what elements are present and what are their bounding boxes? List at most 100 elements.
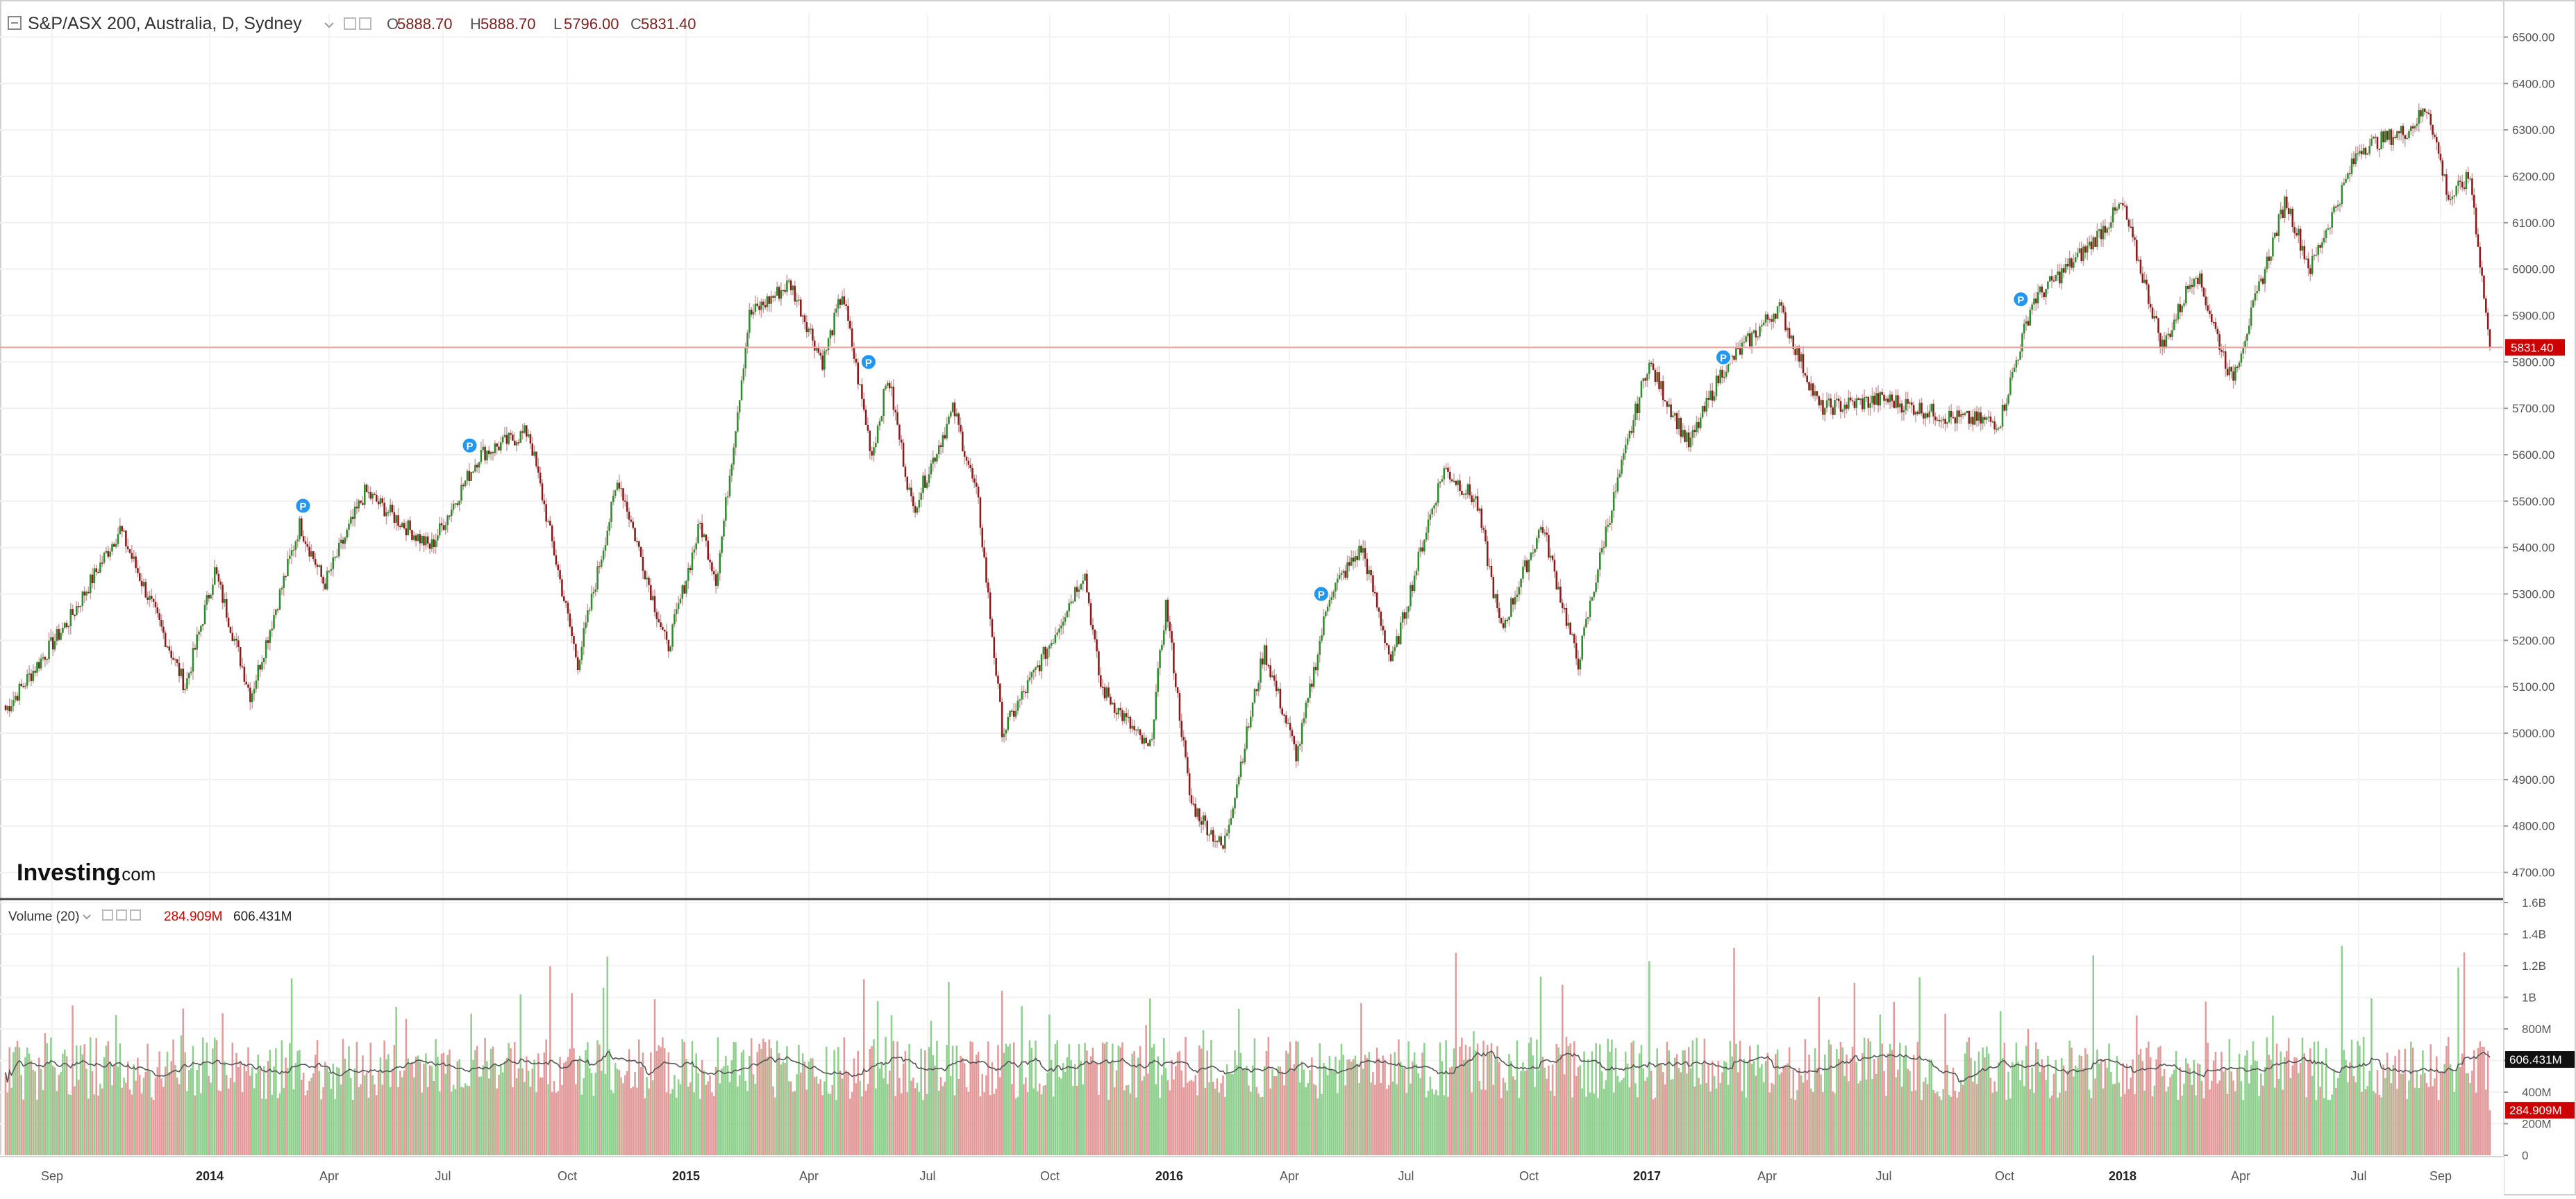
volume-bar-down [1176,1052,1179,1155]
event-marker-label: P [1720,353,1727,364]
candle-up [1358,546,1360,560]
volume-bar-down [1275,1076,1278,1155]
candle-up [1607,524,1609,527]
candle-up [338,542,340,557]
candle-down [1387,645,1390,655]
event-marker-circle[interactable] [461,437,478,454]
volume-bar-down [529,1087,532,1155]
volume-bar-up [1648,961,1650,1155]
candle-up [1462,493,1465,495]
candle-down [1212,830,1214,842]
volume-bar-up [880,1063,883,1155]
candle-down [1652,363,1655,370]
volume-last-tag: 284.909M [2509,1104,2562,1117]
volume-bar-up [810,1058,812,1155]
volume-bar-down [383,1040,385,1155]
chevron-down-icon[interactable] [324,22,334,28]
candle-down [1293,736,1296,745]
event-marker-circle[interactable] [1312,585,1330,603]
candle-down [2232,371,2234,381]
volume-bar-up [2055,1059,2057,1155]
volume-bar-down [551,1092,553,1155]
candle-up [76,606,78,616]
event-marker-circle[interactable] [2012,291,2030,308]
candle-up [2272,237,2274,257]
candle-up [81,592,84,606]
volume-bar-up [1638,1053,1641,1155]
time-axis[interactable]: Sep 2014 Apr Jul Oct 2015 Apr Jul Oct 2016 Apr Jul O… [41,1169,2452,1183]
price-legend[interactable]: S&P/ASX 200, Australia, D, Sydney O5888.7… [8,14,696,33]
event-markers[interactable]: P P P P P P [294,291,2030,603]
candle-up [1715,376,1718,396]
candle-down [1471,495,1473,503]
volume-bar-down [910,1080,912,1155]
volume-bar-up [740,1052,743,1155]
candle-up [583,628,585,647]
candle-down [1577,658,1580,670]
volume-bar-down [1658,1063,1660,1155]
event-marker-icon[interactable]: P [294,497,312,514]
volume-bar-up [1518,1098,1521,1155]
volume-bar-up [1249,1091,1252,1155]
volume-bar-up [1413,1052,1416,1155]
candle-up [1117,707,1120,715]
volume-bar-down [705,1084,708,1155]
event-marker-icon[interactable]: P [860,353,877,371]
volume-bar-up [1642,1068,1645,1155]
candle-down [306,544,309,547]
event-marker-icon[interactable]: P [1312,585,1330,603]
candle-up [920,492,922,500]
candle-down [963,451,966,457]
last-price-tag-label: 5831.40 [2511,341,2553,354]
volume-bar-down [301,1080,303,1155]
candle-up [2025,321,2027,324]
price-axis-label: 4700.00 [2512,866,2554,880]
volume-bar-up [1875,1073,1877,1155]
volume-bar-up [2195,1095,2197,1155]
candle-up [1354,556,1357,562]
candle-up [1747,333,1749,337]
candle-up [401,523,403,528]
hide-icon[interactable] [359,17,371,30]
volume-bar-up [212,1048,214,1155]
price-axis-label: 5500.00 [2512,495,2554,508]
volume-bar-down [1103,1043,1106,1155]
close-icon[interactable] [130,909,141,921]
candle-up [1600,548,1603,553]
candle-up [1539,527,1542,530]
candle-down [2486,312,2489,330]
collapse-legend-icon[interactable] [8,16,22,30]
volume-bar-down [843,1037,846,1155]
candle-down [644,571,646,580]
candle-up [1828,399,1830,401]
chevron-down-icon[interactable] [83,914,91,920]
volume-bar-down [468,1086,471,1155]
event-marker-circle[interactable] [1714,349,1732,366]
volume-bar-up [748,1055,751,1155]
volume-bar-down [2146,1048,2148,1155]
event-marker-circle[interactable] [860,353,877,371]
event-marker-icon[interactable]: P [461,437,478,454]
event-marker-icon[interactable]: P [2012,291,2030,308]
candle-down [1851,400,1854,402]
price-axis[interactable]: 6500.006400.006300.006200.006100.006000.… [2504,31,2554,880]
volume-bar-up [367,1098,370,1155]
volume-bar-down [2230,1071,2232,1155]
volume-bar-down [1038,1083,1041,1155]
volume-bar-down [1782,1065,1784,1155]
settings-icon[interactable] [102,909,113,921]
candle-up [1060,626,1062,629]
event-marker-icon[interactable]: P [1714,349,1732,366]
event-marker-circle[interactable] [294,497,312,514]
settings-icon[interactable] [344,17,356,30]
candle-up [1021,691,1023,700]
candle-up [1909,402,1911,404]
volume-bar-down [20,1075,23,1155]
hide-icon[interactable] [116,909,127,921]
volume-legend[interactable]: Volume (20) 284.909M 606.431M [8,909,292,924]
volume-bar-down [2134,1094,2136,1155]
candle-down [892,386,895,410]
candle-up [1135,729,1137,731]
